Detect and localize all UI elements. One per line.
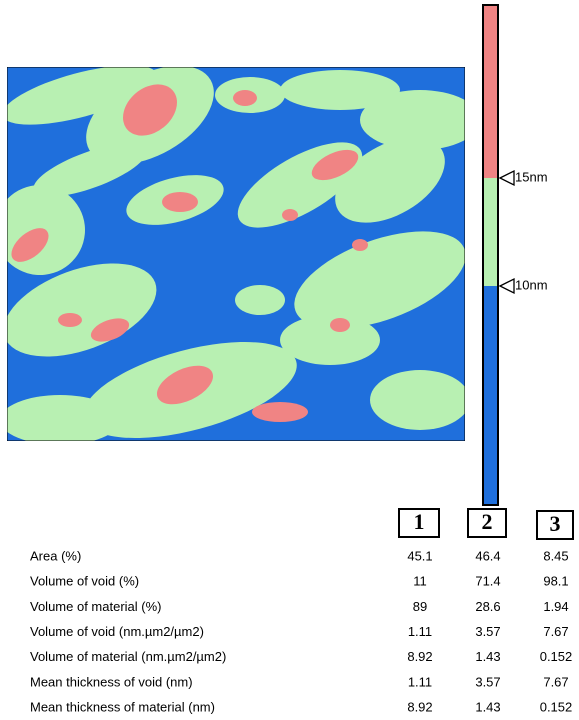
thickness-map bbox=[0, 45, 480, 457]
cell: 8.45 bbox=[543, 548, 568, 563]
cell: 1.43 bbox=[475, 700, 500, 715]
cell: 1.11 bbox=[408, 674, 432, 689]
cell: 1.11 bbox=[408, 624, 432, 639]
cell: 11 bbox=[413, 574, 427, 589]
colorbar-label: 15nm bbox=[515, 169, 548, 184]
cell: 8.92 bbox=[407, 649, 432, 664]
cell: 7.67 bbox=[543, 674, 568, 689]
page: {"colorbar": {"labels": ["15nm", "10nm"]… bbox=[0, 0, 579, 720]
row-label: Volume of void (%) bbox=[30, 574, 139, 589]
cell: 0.152 bbox=[540, 700, 573, 715]
column-header: 2 bbox=[482, 509, 493, 534]
cell: 1.43 bbox=[475, 649, 500, 664]
column-header: 1 bbox=[414, 509, 425, 534]
cell: 98.1 bbox=[543, 574, 568, 589]
figure: 15nm 10nm 1 2 3 Area (%) 45.1 46.4 8.45 Volu… bbox=[0, 0, 579, 720]
cell: 0.152 bbox=[540, 649, 573, 664]
colorbar-label: 10nm bbox=[515, 277, 548, 292]
cell: 8.92 bbox=[407, 700, 432, 715]
column-header: 3 bbox=[550, 511, 561, 536]
cell: 46.4 bbox=[475, 548, 500, 563]
colorbar: 15nm 10nm bbox=[483, 5, 548, 505]
row-label: Mean thickness of void (nm) bbox=[30, 674, 193, 689]
row-label: Mean thickness of material (nm) bbox=[30, 700, 215, 715]
row-label: Area (%) bbox=[30, 548, 81, 563]
row-label: Volume of material (nm.µm2/µm2) bbox=[30, 649, 226, 664]
cell: 45.1 bbox=[407, 548, 432, 563]
cell: 3.57 bbox=[475, 674, 500, 689]
cell: 7.67 bbox=[543, 624, 568, 639]
cell: 89 bbox=[413, 599, 427, 614]
cell: 28.6 bbox=[475, 599, 500, 614]
row-label: Volume of material (%) bbox=[30, 599, 162, 614]
cell: 71.4 bbox=[475, 574, 500, 589]
cell: 1.94 bbox=[543, 599, 568, 614]
table: Area (%) 45.1 46.4 8.45 Volume of void (%) 11… bbox=[30, 548, 572, 714]
row-label: Volume of void (nm.µm2/µm2) bbox=[30, 624, 204, 639]
cell: 3.57 bbox=[475, 624, 500, 639]
